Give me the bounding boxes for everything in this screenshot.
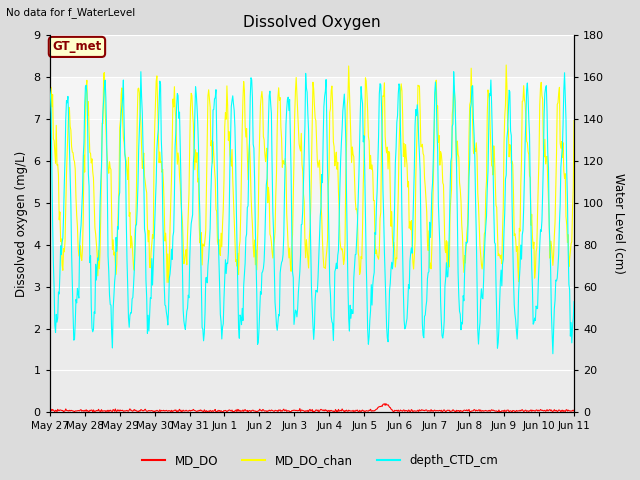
Title: Dissolved Oxygen: Dissolved Oxygen bbox=[243, 15, 381, 30]
Legend: MD_DO, MD_DO_chan, depth_CTD_cm: MD_DO, MD_DO_chan, depth_CTD_cm bbox=[137, 449, 503, 472]
Y-axis label: Dissolved oxygen (mg/L): Dissolved oxygen (mg/L) bbox=[15, 151, 28, 297]
Text: No data for f_WaterLevel: No data for f_WaterLevel bbox=[6, 7, 136, 18]
Bar bbox=[50, 77, 574, 245]
Text: GT_met: GT_met bbox=[52, 40, 102, 53]
Y-axis label: Water Level (cm): Water Level (cm) bbox=[612, 173, 625, 274]
